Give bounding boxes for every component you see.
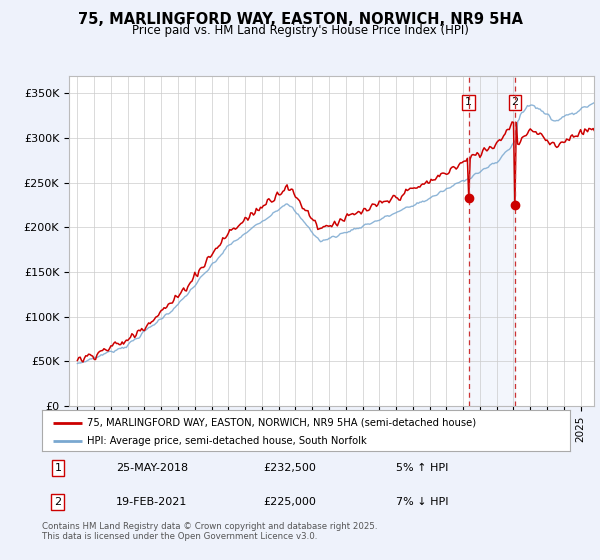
Text: Price paid vs. HM Land Registry's House Price Index (HPI): Price paid vs. HM Land Registry's House … <box>131 24 469 36</box>
Text: 75, MARLINGFORD WAY, EASTON, NORWICH, NR9 5HA (semi-detached house): 75, MARLINGFORD WAY, EASTON, NORWICH, NR… <box>87 418 476 428</box>
Text: 2: 2 <box>511 97 518 108</box>
Text: £232,500: £232,500 <box>264 463 317 473</box>
Bar <box>469 76 515 406</box>
Text: 25-MAY-2018: 25-MAY-2018 <box>116 463 188 473</box>
Text: HPI: Average price, semi-detached house, South Norfolk: HPI: Average price, semi-detached house,… <box>87 436 367 446</box>
Text: 5% ↑ HPI: 5% ↑ HPI <box>396 463 448 473</box>
Text: 75, MARLINGFORD WAY, EASTON, NORWICH, NR9 5HA: 75, MARLINGFORD WAY, EASTON, NORWICH, NR… <box>77 12 523 27</box>
Text: 2: 2 <box>54 497 61 507</box>
Text: 1: 1 <box>55 463 61 473</box>
Text: £225,000: £225,000 <box>264 497 317 507</box>
Text: 7% ↓ HPI: 7% ↓ HPI <box>396 497 448 507</box>
Text: 19-FEB-2021: 19-FEB-2021 <box>116 497 187 507</box>
Text: 1: 1 <box>465 97 472 108</box>
Text: Contains HM Land Registry data © Crown copyright and database right 2025.
This d: Contains HM Land Registry data © Crown c… <box>42 522 377 542</box>
